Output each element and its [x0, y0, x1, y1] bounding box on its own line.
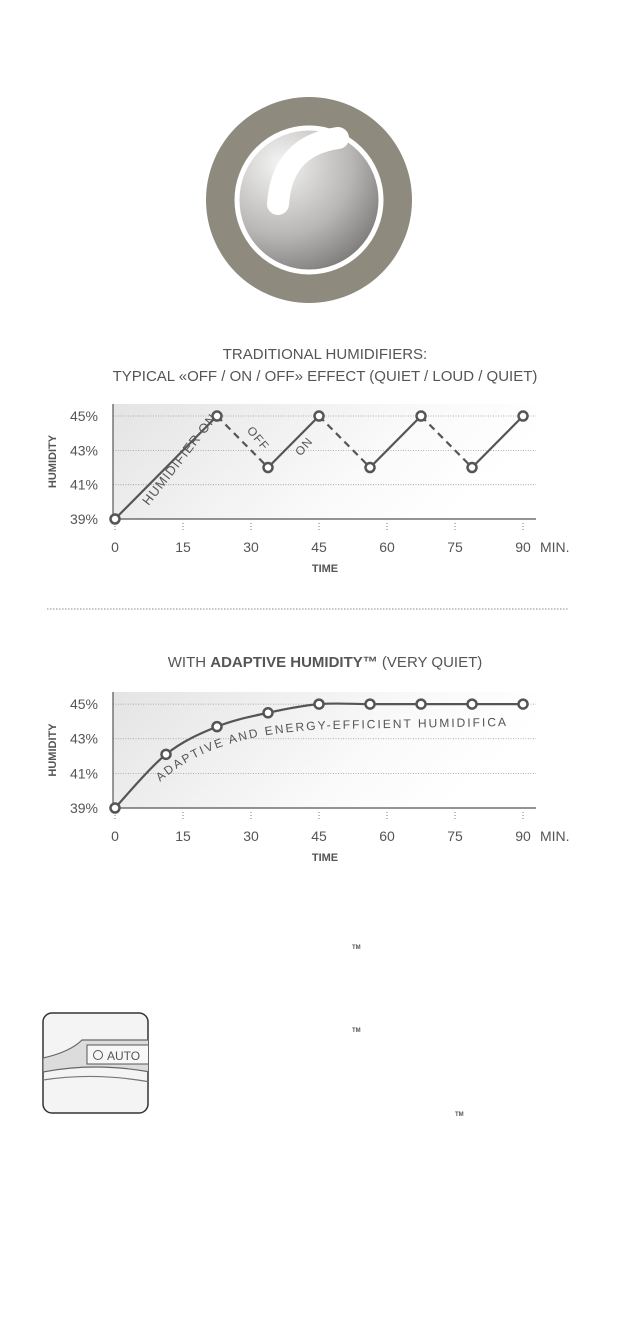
x-unit: MIN.: [540, 828, 570, 844]
data-point: [415, 410, 427, 422]
data-point: [415, 698, 427, 710]
chart-title: TRADITIONAL HUMIDIFIERS:: [223, 346, 427, 363]
x-tick-label: 75: [447, 828, 463, 844]
data-point: [211, 410, 223, 422]
icon-edge: [43, 1075, 148, 1083]
x-tick-label: 45: [311, 539, 327, 555]
y-tick-label: 41%: [70, 765, 98, 781]
x-tick-label: 60: [379, 828, 395, 844]
data-point: [313, 698, 325, 710]
y-axis-label: HUMIDITY: [47, 434, 59, 488]
line-segment: [114, 415, 218, 520]
y-tick-label: 39%: [70, 800, 98, 816]
logo-lens: [234, 125, 384, 275]
data-point: [517, 410, 529, 422]
data-point: [517, 698, 529, 710]
x-tick-label: 30: [243, 539, 259, 555]
line-segment: [420, 415, 473, 469]
chart-title: TYPICAL «OFF / ON / OFF» EFFECT (QUIET /…: [113, 368, 538, 385]
x-tick-label: 15: [175, 539, 191, 555]
x-unit: MIN.: [540, 539, 570, 555]
x-tick-label: 90: [515, 539, 531, 555]
tm-mark: TM: [455, 1112, 464, 1118]
logo-swoosh: [267, 127, 349, 215]
tm-mark: TM: [352, 1028, 361, 1034]
auto-icon: AUTO: [42, 1012, 149, 1114]
plot-area: [113, 692, 536, 808]
data-point: [160, 748, 172, 761]
tm-mark: TM: [352, 945, 361, 951]
x-axis-label: TIME: [312, 852, 338, 864]
data-point: [466, 461, 478, 474]
x-tick-label: 30: [243, 828, 259, 844]
line-segment: [216, 415, 269, 469]
x-tick-label: 75: [447, 539, 463, 555]
auto-label: AUTO: [107, 1049, 140, 1063]
data-point: [262, 707, 274, 719]
line-segment: [267, 415, 320, 469]
x-axis-label: TIME: [312, 563, 338, 575]
data-point: [364, 698, 376, 710]
y-axis-label: HUMIDITY: [47, 723, 59, 777]
title-part: (VERY QUIET): [378, 654, 482, 671]
chart-title: WITH ADAPTIVE HUMIDITY™ (VERY QUIET): [168, 654, 482, 671]
x-tick-label: 0: [111, 828, 119, 844]
y-tick-label: 45%: [70, 696, 98, 712]
y-tick-label: 39%: [70, 511, 98, 527]
x-tick-label: 0: [111, 539, 119, 555]
data-point: [364, 461, 376, 474]
auto-led: [93, 1050, 103, 1060]
x-tick-label: 60: [379, 539, 395, 555]
y-tick-label: 45%: [70, 408, 98, 424]
data-point: [262, 461, 274, 474]
data-point: [466, 698, 478, 710]
data-point: [109, 513, 121, 525]
title-part: ADAPTIVE HUMIDITY™: [210, 654, 378, 671]
data-point: [313, 410, 325, 422]
x-tick-label: 15: [175, 828, 191, 844]
auto-button: [86, 1044, 148, 1065]
data-point: [211, 720, 223, 733]
y-tick-label: 41%: [70, 477, 98, 493]
logo: [206, 97, 412, 303]
data-point: [109, 802, 121, 814]
y-tick-label: 43%: [70, 442, 98, 458]
line-segment: [318, 415, 371, 469]
line-segment: [369, 415, 422, 469]
x-tick-label: 45: [311, 828, 327, 844]
y-tick-label: 43%: [70, 731, 98, 747]
title-part: WITH: [168, 654, 211, 671]
chart: TRADITIONAL HUMIDIFIERS: TYPICAL «OFF / O…: [47, 346, 570, 575]
x-tick-label: 90: [515, 828, 531, 844]
line-segment: [471, 415, 524, 469]
